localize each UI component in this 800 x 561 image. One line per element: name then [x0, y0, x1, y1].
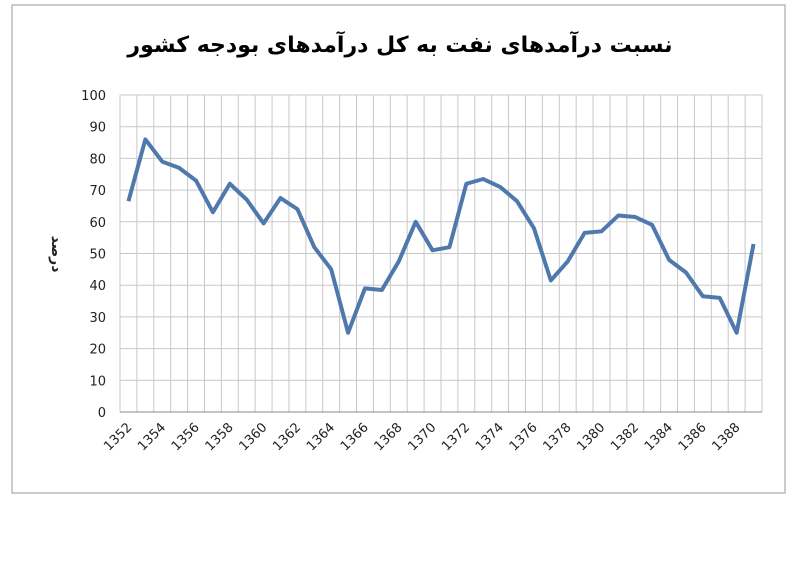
x-tick-label: 1378: [541, 420, 575, 454]
x-tick-label: 1376: [507, 420, 541, 454]
x-tick-label: 1382: [608, 420, 642, 454]
y-axis-label: درصد: [48, 236, 64, 273]
data-line: [126, 137, 756, 335]
x-tick-label: 1352: [101, 420, 135, 454]
x-tick-label: 1356: [169, 420, 203, 454]
y-tick-label: 80: [89, 152, 106, 167]
chart-title: نسبت درآمدهای نفت به کل درآمدهای بودجه ک…: [126, 30, 672, 58]
x-tick-label: 1372: [439, 420, 473, 454]
y-tick-label: 20: [89, 343, 106, 358]
x-tick-label: 1388: [709, 420, 743, 454]
y-tick-label: 40: [89, 279, 106, 294]
y-tick-label: 50: [89, 248, 106, 263]
x-tick-label: 1368: [372, 420, 406, 454]
x-tick-label: 1380: [574, 420, 608, 454]
x-tick-label: 1354: [135, 420, 169, 454]
x-tick-label: 1366: [338, 420, 372, 454]
x-tick-label: 1358: [203, 420, 237, 454]
x-tick-label: 1374: [473, 420, 507, 454]
x-tick-label: 1370: [405, 420, 439, 454]
x-tick-label: 1360: [236, 420, 270, 454]
y-tick-label: 70: [89, 184, 106, 199]
y-tick-label: 60: [89, 216, 106, 231]
chart-frame: [11, 4, 786, 494]
x-tick-label: 1364: [304, 420, 338, 454]
y-tick-label: 0: [98, 406, 106, 421]
y-tick-label: 10: [89, 374, 106, 389]
x-tick-label: 1384: [642, 420, 676, 454]
y-tick-label: 90: [89, 121, 106, 136]
y-tick-label: 100: [81, 89, 106, 104]
x-tick-label: 1362: [270, 420, 304, 454]
y-tick-label: 30: [89, 311, 106, 326]
x-tick-label: 1386: [676, 420, 710, 454]
